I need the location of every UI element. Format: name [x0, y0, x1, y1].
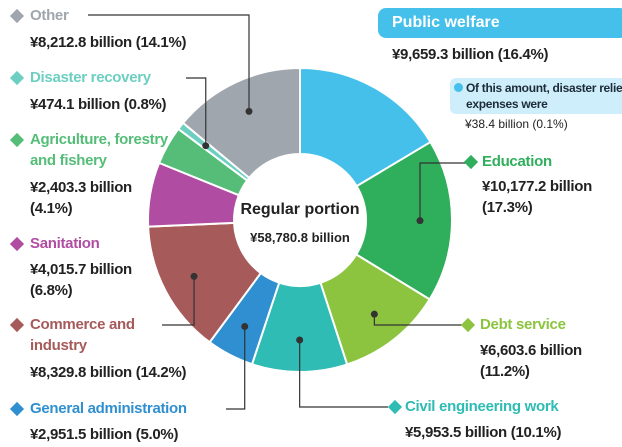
category-label: Disaster recovery: [30, 69, 151, 86]
annotation-text: Of this amount, disaster relief expenses…: [466, 81, 622, 111]
slice: [147, 221, 263, 344]
category-label: Agriculture, forestry and fishery: [30, 131, 168, 169]
leader-line: [186, 77, 207, 146]
slices: [147, 66, 453, 373]
value-label: ¥5,953.5 billion (10.1%): [405, 424, 562, 441]
leader-dot: [245, 107, 253, 115]
category-label: Debt service: [480, 316, 566, 333]
leader-line: [226, 326, 246, 410]
leader-line: [88, 14, 250, 112]
value-label: ¥2,403.3 billion (4.1%): [30, 179, 132, 217]
leader-line: [419, 162, 466, 221]
value-label: ¥2,951.5 billion (5.0%): [30, 426, 179, 443]
leader-dot: [296, 336, 304, 344]
category-label: Public welfare: [378, 8, 622, 38]
category-label: General administration: [30, 400, 187, 417]
leader-dot: [241, 323, 249, 331]
leader-line: [299, 340, 388, 408]
slice: [181, 66, 301, 180]
value-label: ¥8,212.8 billion (14.1%): [30, 34, 187, 51]
leader-dot: [370, 310, 378, 318]
leader-line: [162, 276, 195, 326]
category-label: Education: [482, 153, 552, 170]
center-title: Regular portion: [240, 201, 359, 218]
leaders: [88, 14, 466, 410]
category-label: Commerce and industry: [30, 316, 135, 354]
slice: [354, 140, 453, 301]
category-label: Other: [30, 7, 69, 24]
leader-line: [373, 314, 463, 326]
annotation-dot: [454, 83, 463, 92]
annotation: Of this amount, disaster relief expenses…: [450, 78, 622, 114]
leader-dot: [416, 217, 424, 225]
slice: [299, 66, 432, 188]
category-label: Sanitation: [30, 235, 100, 252]
leader-dot: [190, 272, 198, 280]
leader-dot: [202, 142, 210, 150]
value-label: ¥9,659.3 billion (16.4%): [392, 46, 549, 63]
value-label: ¥474.1 billion (0.8%): [30, 96, 167, 113]
annotation-value: ¥38.4 billion (0.1%): [465, 117, 568, 131]
value-label: ¥4,015.7 billion (6.8%): [30, 261, 132, 299]
value-label: ¥6,603.6 billion (11.2%): [480, 342, 582, 380]
value-label: ¥8,329.8 billion (14.2%): [30, 364, 187, 381]
center-total: ¥58,780.8 billion: [250, 230, 350, 245]
category-label: Civil engineering work: [405, 398, 559, 415]
value-label: ¥10,177.2 billion (17.3%): [482, 178, 592, 216]
